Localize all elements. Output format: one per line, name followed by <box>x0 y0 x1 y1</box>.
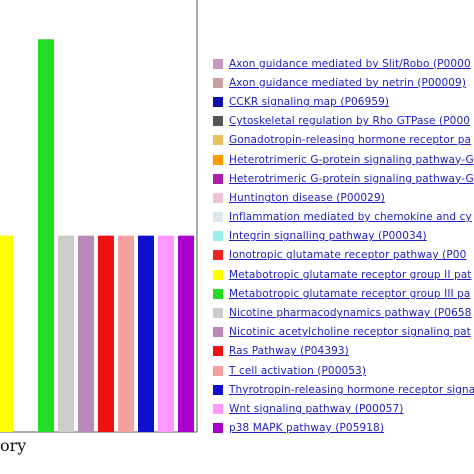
legend-item[interactable]: Cytoskeletal regulation by Rho GTPase (P… <box>213 112 474 131</box>
legend-item[interactable]: Inflammation mediated by chemokine and c… <box>213 208 474 227</box>
bar-5 <box>98 235 114 432</box>
legend-swatch <box>213 327 223 338</box>
legend-label[interactable]: p38 MAPK pathway (P05918) <box>229 422 385 435</box>
bar-6 <box>118 235 134 432</box>
legend-swatch <box>213 192 223 203</box>
legend-label[interactable]: Metabotropic glutamate receptor group II… <box>229 287 471 300</box>
legend-label[interactable]: Huntington disease (P00029) <box>229 191 385 204</box>
legend-swatch <box>213 154 223 165</box>
legend-label[interactable]: Heterotrimeric G-protein signaling pathw… <box>229 172 474 185</box>
legend-label[interactable]: T cell activation (P00053) <box>229 364 367 377</box>
legend-label[interactable]: Nicotine pharmacodynamics pathway (P0658 <box>229 307 472 320</box>
legend-label[interactable]: Inflammation mediated by chemokine and c… <box>229 211 472 224</box>
legend-item[interactable]: CCKR signaling map (P06959) <box>213 92 474 111</box>
legend-swatch <box>213 288 223 299</box>
legend-swatch <box>213 135 223 146</box>
legend-item[interactable]: p38 MAPK pathway (P05918) <box>213 419 474 438</box>
legend-label[interactable]: Heterotrimeric G-protein signaling pathw… <box>229 153 474 166</box>
legend-label[interactable]: Axon guidance mediated by netrin (P00009… <box>229 76 467 89</box>
legend-swatch <box>213 173 223 184</box>
legend-label[interactable]: Ionotropic glutamate receptor pathway (P… <box>229 249 467 262</box>
legend-swatch <box>213 269 223 280</box>
bar-chart <box>0 0 198 433</box>
legend-item[interactable]: Metabotropic glutamate receptor group II… <box>213 265 474 284</box>
legend-item[interactable]: Heterotrimeric G-protein signaling pathw… <box>213 150 474 169</box>
chart-legend: Axon guidance mediated by Slit/Robo (P00… <box>213 54 474 438</box>
legend-item[interactable]: Gonadotropin-releasing hormone receptor … <box>213 131 474 150</box>
bars-group <box>0 39 194 432</box>
legend-swatch <box>213 365 223 376</box>
legend-label[interactable]: Wnt signaling pathway (P00057) <box>229 402 404 415</box>
legend-label[interactable]: Metabotropic glutamate receptor group II… <box>229 268 472 281</box>
legend-item[interactable]: T cell activation (P00053) <box>213 361 474 380</box>
legend-label[interactable]: CCKR signaling map (P06959) <box>229 95 390 108</box>
legend-label[interactable]: Nicotinic acetylcholine receptor signali… <box>229 326 471 339</box>
legend-swatch <box>213 308 223 319</box>
legend-item[interactable]: Nicotinic acetylcholine receptor signali… <box>213 323 474 342</box>
legend-item[interactable]: Axon guidance mediated by netrin (P00009… <box>213 73 474 92</box>
bar-1 <box>0 235 13 432</box>
legend-label[interactable]: Axon guidance mediated by Slit/Robo (P00… <box>229 57 471 70</box>
legend-item[interactable]: Ionotropic glutamate receptor pathway (P… <box>213 246 474 265</box>
legend-label[interactable]: Ras Pathway (P04393) <box>229 345 349 358</box>
legend-swatch <box>213 384 223 395</box>
bar-2 <box>38 39 54 432</box>
legend-item[interactable]: Integrin signalling pathway (P00034) <box>213 227 474 246</box>
legend-swatch <box>213 250 223 261</box>
legend-swatch <box>213 231 223 242</box>
legend-label[interactable]: Thyrotropin-releasing hormone receptor s… <box>229 383 474 396</box>
legend-swatch <box>213 96 223 107</box>
legend-label[interactable]: Integrin signalling pathway (P00034) <box>229 230 427 243</box>
legend-swatch <box>213 116 223 127</box>
legend-item[interactable]: Nicotine pharmacodynamics pathway (P0658 <box>213 303 474 322</box>
bar-7 <box>138 235 154 432</box>
legend-swatch <box>213 346 223 357</box>
legend-item[interactable]: Heterotrimeric G-protein signaling pathw… <box>213 169 474 188</box>
bar-8 <box>158 235 174 432</box>
legend-item[interactable]: Metabotropic glutamate receptor group II… <box>213 284 474 303</box>
legend-item[interactable]: Huntington disease (P00029) <box>213 188 474 207</box>
legend-label[interactable]: Gonadotropin-releasing hormone receptor … <box>229 134 472 147</box>
legend-swatch <box>213 77 223 88</box>
x-axis-label: ory <box>0 436 27 455</box>
legend-swatch <box>213 423 223 434</box>
legend-item[interactable]: Wnt signaling pathway (P00057) <box>213 399 474 418</box>
bar-3 <box>58 235 74 432</box>
legend-swatch <box>213 58 223 69</box>
legend-item[interactable]: Thyrotropin-releasing hormone receptor s… <box>213 380 474 399</box>
bar-9 <box>178 235 194 432</box>
legend-label[interactable]: Cytoskeletal regulation by Rho GTPase (P… <box>229 115 471 128</box>
legend-item[interactable]: Ras Pathway (P04393) <box>213 342 474 361</box>
legend-swatch <box>213 403 223 414</box>
bar-4 <box>78 235 94 432</box>
legend-swatch <box>213 212 223 223</box>
legend-item[interactable]: Axon guidance mediated by Slit/Robo (P00… <box>213 54 474 73</box>
